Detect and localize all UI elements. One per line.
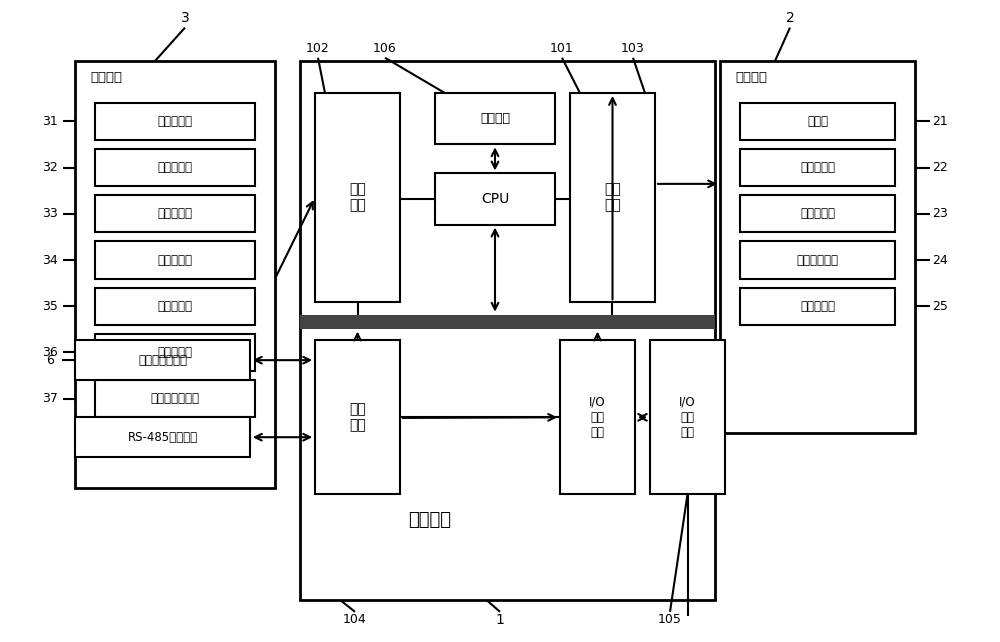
Text: 电机故障检测器: 电机故障检测器 (150, 392, 200, 405)
Text: 液位检测器: 液位检测器 (158, 254, 192, 266)
Bar (740, 149, 895, 186)
Text: 34: 34 (42, 254, 58, 266)
Text: RS-485通信设备: RS-485通信设备 (127, 431, 198, 444)
Text: 2: 2 (786, 11, 794, 25)
Text: 通信
模块: 通信 模块 (349, 402, 366, 433)
Text: 31: 31 (42, 115, 58, 128)
Text: 编程设备: 编程设备 (480, 112, 510, 125)
Text: 检测系统: 检测系统 (90, 71, 122, 83)
Bar (315, 93, 400, 302)
Text: CPU: CPU (481, 192, 509, 206)
Text: 1: 1 (496, 612, 504, 627)
Bar (560, 340, 635, 494)
Bar (740, 195, 895, 232)
Text: 22: 22 (932, 161, 948, 174)
Text: 103: 103 (621, 42, 645, 55)
Text: 风力检测器: 风力检测器 (158, 207, 192, 220)
Bar (435, 173, 555, 225)
Text: 输出
模块: 输出 模块 (604, 182, 621, 213)
Bar (95, 241, 255, 279)
Text: 33: 33 (42, 207, 58, 220)
Text: 35: 35 (42, 300, 58, 313)
Bar (95, 380, 255, 417)
Bar (75, 61, 275, 488)
Bar (95, 288, 255, 325)
Text: 105: 105 (658, 613, 682, 626)
Text: I/O
扩展
模块: I/O 扩展 模块 (589, 396, 606, 438)
Bar (740, 103, 895, 140)
Text: 23: 23 (932, 207, 948, 220)
Text: 32: 32 (42, 161, 58, 174)
Bar (95, 334, 255, 371)
Text: 101: 101 (550, 42, 574, 55)
Bar (720, 61, 915, 433)
Text: 输入
模块: 输入 模块 (349, 182, 366, 213)
Bar (435, 93, 555, 144)
Bar (95, 195, 255, 232)
Text: 通风窗: 通风窗 (807, 115, 828, 128)
Text: 3: 3 (181, 11, 189, 25)
Text: 6: 6 (46, 354, 54, 367)
Bar (570, 93, 655, 302)
Bar (300, 61, 715, 600)
Text: 环控设备: 环控设备 (735, 71, 767, 83)
Text: I/O
扩展
模块: I/O 扩展 模块 (679, 396, 696, 438)
Bar (75, 417, 250, 457)
Bar (75, 340, 250, 380)
Text: 控制系统: 控制系统 (409, 511, 452, 529)
Bar (95, 103, 255, 140)
Bar (650, 340, 725, 494)
Bar (300, 315, 715, 329)
Bar (740, 288, 895, 325)
Text: 106: 106 (373, 42, 397, 55)
Text: 压力检测器: 压力检测器 (158, 300, 192, 313)
Text: 21: 21 (932, 115, 948, 128)
Text: 24: 24 (932, 254, 948, 266)
Text: 设备状态显示器: 设备状态显示器 (138, 354, 187, 367)
Text: 距离检测器: 距离检测器 (158, 115, 192, 128)
Text: 25: 25 (932, 300, 948, 313)
Text: 喷滴灌设备: 喷滴灌设备 (800, 300, 835, 313)
Bar (95, 149, 255, 186)
Text: 102: 102 (306, 42, 330, 55)
Text: 37: 37 (42, 392, 58, 405)
Text: 外遮阳装置: 外遮阳装置 (800, 161, 835, 174)
Bar (740, 241, 895, 279)
Text: 104: 104 (343, 613, 367, 626)
Bar (315, 340, 400, 494)
Text: 内遮阳装置: 内遮阳装置 (800, 207, 835, 220)
Text: 流量检测器: 流量检测器 (158, 346, 192, 359)
Text: 位置检测器: 位置检测器 (158, 161, 192, 174)
Text: 风机湿帘装置: 风机湿帘装置 (796, 254, 838, 266)
Text: 36: 36 (42, 346, 58, 359)
